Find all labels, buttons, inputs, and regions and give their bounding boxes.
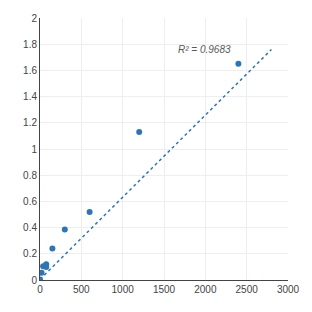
svg-text:0: 0 xyxy=(37,284,43,295)
svg-text:R² = 0.9683: R² = 0.9683 xyxy=(178,44,231,55)
svg-text:1.4: 1.4 xyxy=(23,91,37,102)
svg-text:2000: 2000 xyxy=(194,284,217,295)
svg-text:0.2: 0.2 xyxy=(23,248,37,259)
svg-text:1.8: 1.8 xyxy=(23,39,37,50)
svg-text:1.6: 1.6 xyxy=(23,65,37,76)
svg-text:0.8: 0.8 xyxy=(23,170,37,181)
svg-text:0.6: 0.6 xyxy=(23,196,37,207)
svg-text:1000: 1000 xyxy=(112,284,135,295)
svg-text:3000: 3000 xyxy=(277,284,300,295)
svg-text:1.2: 1.2 xyxy=(23,117,37,128)
svg-text:1: 1 xyxy=(31,144,37,155)
svg-text:2500: 2500 xyxy=(236,284,259,295)
svg-text:500: 500 xyxy=(73,284,90,295)
svg-text:2: 2 xyxy=(31,13,37,24)
svg-text:0.4: 0.4 xyxy=(23,222,37,233)
svg-text:1500: 1500 xyxy=(153,284,176,295)
svg-text:0: 0 xyxy=(31,275,37,286)
